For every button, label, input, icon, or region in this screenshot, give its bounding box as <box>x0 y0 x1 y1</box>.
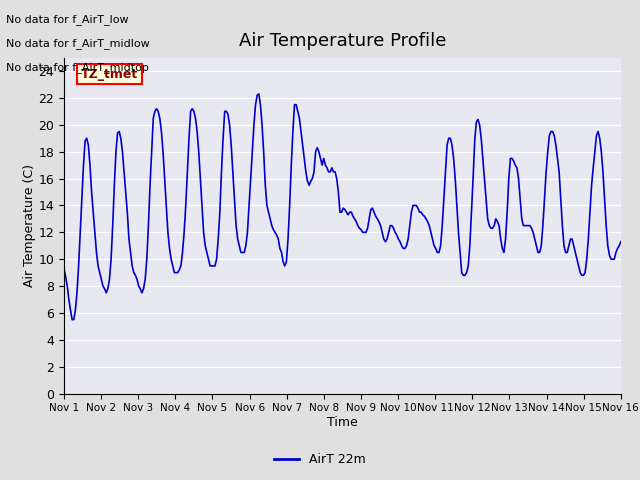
Title: Air Temperature Profile: Air Temperature Profile <box>239 33 446 50</box>
Y-axis label: Air Temperature (C): Air Temperature (C) <box>22 164 36 287</box>
Text: No data for f_AirT_midlow: No data for f_AirT_midlow <box>6 38 150 49</box>
Text: TZ_tmet: TZ_tmet <box>81 68 138 81</box>
X-axis label: Time: Time <box>327 416 358 429</box>
Text: No data for f_AirT_midtop: No data for f_AirT_midtop <box>6 62 149 73</box>
Text: No data for f_AirT_low: No data for f_AirT_low <box>6 14 129 25</box>
Legend: AirT 22m: AirT 22m <box>269 448 371 471</box>
